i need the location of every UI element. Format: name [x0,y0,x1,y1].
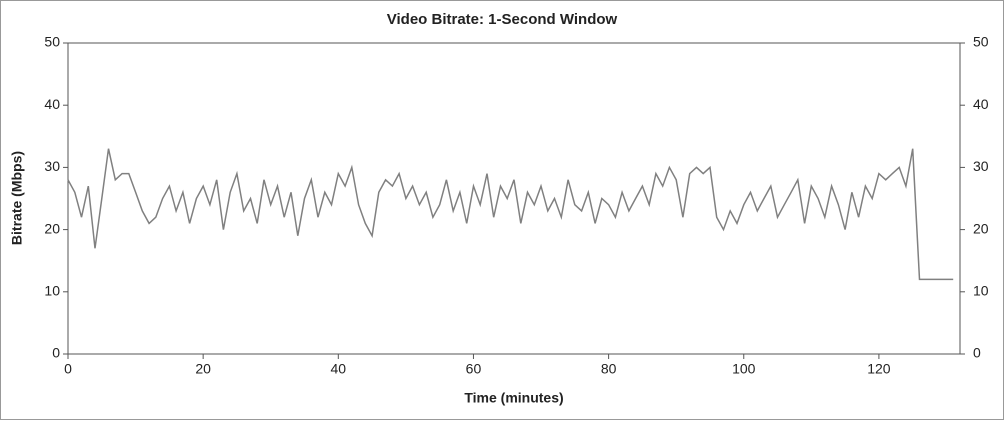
y-tick-label: 30 [44,158,60,174]
y2-tick-label: 30 [973,158,989,174]
y-tick-label: 10 [44,283,60,299]
y-tick-label: 0 [52,345,60,361]
y-axis-label: Bitrate (Mbps) [9,151,25,245]
y2-tick-label: 20 [973,220,989,236]
x-axis-label: Time (minutes) [464,390,563,406]
y-tick-label: 50 [44,34,60,50]
y2-tick-label: 0 [973,345,981,361]
x-tick-label: 20 [195,361,211,377]
x-tick-label: 60 [466,361,482,377]
y2-tick-label: 50 [973,34,989,50]
y2-tick-label: 10 [973,283,989,299]
x-tick-label: 120 [867,361,891,377]
plot-frame [67,42,961,355]
y-tick-label: 40 [44,96,60,112]
x-tick-label: 0 [64,361,72,377]
y2-tick-label: 40 [973,96,989,112]
x-tick-label: 80 [601,361,617,377]
chart-title: Video Bitrate: 1-Second Window [387,11,618,28]
x-tick-label: 40 [331,361,347,377]
bitrate-line [67,148,954,281]
y-tick-label: 20 [44,220,60,236]
x-tick-label: 100 [732,361,756,377]
